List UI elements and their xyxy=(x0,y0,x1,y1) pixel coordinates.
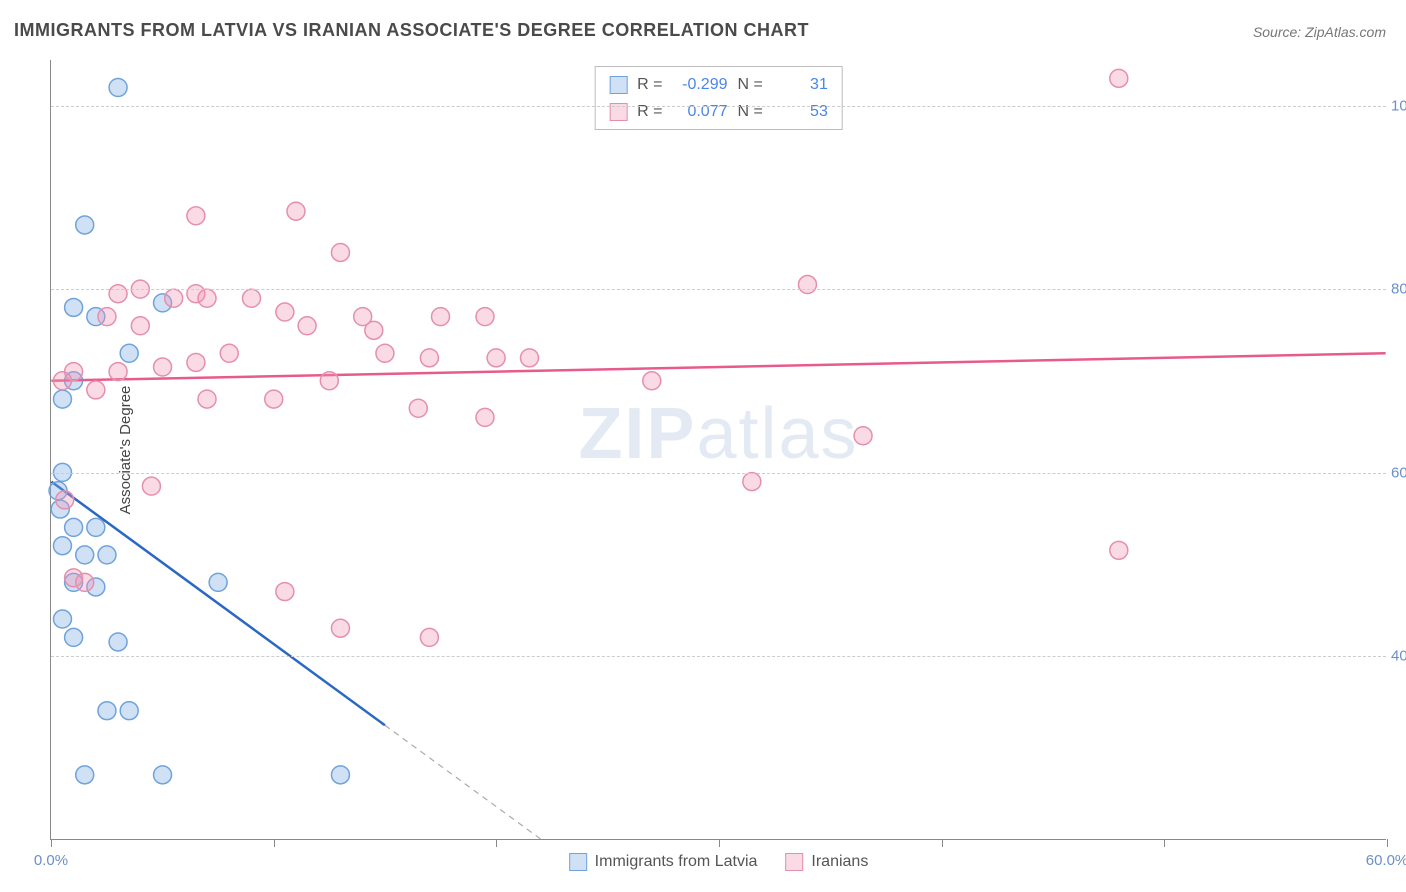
data-point xyxy=(87,518,105,536)
data-point xyxy=(109,79,127,97)
gridline-h xyxy=(51,106,1386,107)
data-point xyxy=(331,243,349,261)
data-point xyxy=(76,546,94,564)
legend-label-series2: Iranians xyxy=(811,853,868,871)
data-point xyxy=(476,408,494,426)
trend-line-extrapolated xyxy=(385,725,541,839)
legend-item-series2: Iranians xyxy=(785,853,868,871)
y-tick-label: 60.0% xyxy=(1391,464,1406,481)
data-point xyxy=(165,289,183,307)
data-point xyxy=(743,473,761,491)
data-point xyxy=(320,372,338,390)
x-tick xyxy=(1164,839,1165,847)
data-point xyxy=(331,766,349,784)
gridline-h xyxy=(51,473,1386,474)
data-point xyxy=(154,766,172,784)
data-point xyxy=(798,276,816,294)
x-tick xyxy=(51,839,52,847)
data-point xyxy=(109,285,127,303)
data-point xyxy=(376,344,394,362)
plot-area: Associate's Degree ZIPatlas R = -0.299 N… xyxy=(50,60,1386,840)
trend-line xyxy=(51,482,385,726)
data-point xyxy=(409,399,427,417)
data-point xyxy=(187,207,205,225)
data-point xyxy=(120,702,138,720)
x-tick-label: 0.0% xyxy=(34,852,68,869)
bottom-legend: Immigrants from Latvia Iranians xyxy=(569,853,869,871)
gridline-h xyxy=(51,656,1386,657)
data-point xyxy=(220,344,238,362)
data-point xyxy=(98,546,116,564)
data-point xyxy=(76,573,94,591)
data-point xyxy=(276,303,294,321)
chart-title: IMMIGRANTS FROM LATVIA VS IRANIAN ASSOCI… xyxy=(14,20,809,41)
data-point xyxy=(198,390,216,408)
y-tick-label: 40.0% xyxy=(1391,648,1406,665)
data-point xyxy=(65,298,83,316)
data-point xyxy=(109,363,127,381)
data-point xyxy=(56,491,74,509)
data-point xyxy=(76,766,94,784)
data-point xyxy=(76,216,94,234)
data-point xyxy=(198,289,216,307)
x-tick xyxy=(942,839,943,847)
data-point xyxy=(1110,541,1128,559)
data-point xyxy=(53,610,71,628)
chart-svg xyxy=(51,60,1386,839)
data-point xyxy=(187,353,205,371)
data-point xyxy=(243,289,261,307)
data-point xyxy=(53,372,71,390)
y-tick-label: 100.0% xyxy=(1391,97,1406,114)
data-point xyxy=(420,349,438,367)
data-point xyxy=(53,537,71,555)
data-point xyxy=(520,349,538,367)
gridline-h xyxy=(51,289,1386,290)
data-point xyxy=(265,390,283,408)
data-point xyxy=(1110,69,1128,87)
x-tick-label: 60.0% xyxy=(1366,852,1406,869)
data-point xyxy=(209,573,227,591)
x-tick xyxy=(274,839,275,847)
data-point xyxy=(120,344,138,362)
data-point xyxy=(98,308,116,326)
data-point xyxy=(287,202,305,220)
data-point xyxy=(432,308,450,326)
trend-line xyxy=(51,353,1385,380)
data-point xyxy=(365,321,383,339)
legend-swatch-series1 xyxy=(569,853,587,871)
data-point xyxy=(331,619,349,637)
data-point xyxy=(854,427,872,445)
data-point xyxy=(53,390,71,408)
data-point xyxy=(98,702,116,720)
data-point xyxy=(476,308,494,326)
legend-swatch-series2 xyxy=(785,853,803,871)
data-point xyxy=(154,358,172,376)
data-point xyxy=(87,381,105,399)
data-point xyxy=(643,372,661,390)
data-point xyxy=(131,317,149,335)
data-point xyxy=(65,628,83,646)
y-tick-label: 80.0% xyxy=(1391,281,1406,298)
source-attribution: Source: ZipAtlas.com xyxy=(1253,24,1386,40)
data-point xyxy=(65,518,83,536)
data-point xyxy=(109,633,127,651)
data-point xyxy=(142,477,160,495)
legend-label-series1: Immigrants from Latvia xyxy=(595,853,758,871)
data-point xyxy=(487,349,505,367)
data-point xyxy=(420,628,438,646)
x-tick xyxy=(496,839,497,847)
data-point xyxy=(298,317,316,335)
data-point xyxy=(276,583,294,601)
x-tick xyxy=(719,839,720,847)
legend-item-series1: Immigrants from Latvia xyxy=(569,853,758,871)
x-tick xyxy=(1387,839,1388,847)
